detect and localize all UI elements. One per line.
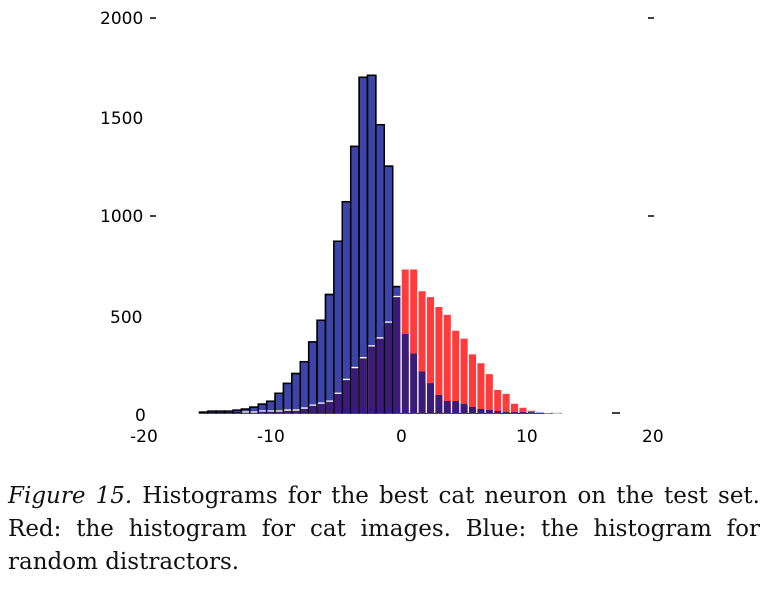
red-bar (501, 393, 511, 413)
red-bar (493, 389, 502, 412)
red-bar (443, 314, 452, 402)
red-bar (527, 410, 536, 413)
overlap-bar (266, 411, 276, 413)
red-bar (451, 330, 460, 402)
overlap-bar (434, 395, 444, 413)
y-tick-500: 500 (110, 308, 142, 328)
overlap-bar (325, 401, 334, 413)
overlap-bar (283, 410, 292, 413)
blue-bar (207, 410, 217, 414)
blue-bar (282, 382, 293, 414)
overlap-bar (317, 403, 326, 413)
overlap-bar (468, 407, 477, 413)
blue-bar (307, 341, 318, 414)
overlap-bar (275, 411, 284, 413)
blue-bar (223, 410, 234, 414)
x-tick-10: 10 (516, 427, 538, 447)
x-tick-0: 0 (396, 427, 407, 447)
overlap-bar (291, 410, 301, 413)
overlap-bar (409, 353, 418, 413)
overlap-bar (392, 296, 402, 413)
red-bar (409, 268, 418, 354)
y-tick-1500: 1500 (100, 109, 143, 129)
overlap-bar (443, 401, 452, 413)
x-tick-neg20: -20 (130, 427, 158, 447)
blue-bar (198, 411, 209, 414)
axes: 2000 1500 1000 500 0 -20 -10 0 10 20 (100, 9, 664, 447)
overlap-bar (417, 371, 427, 413)
x-tick-neg10: -10 (257, 427, 285, 447)
overlap-bar (476, 409, 486, 413)
overlap-bar (342, 379, 351, 413)
overlap-bar (459, 404, 469, 413)
y-tick-1000: 1000 (100, 207, 143, 227)
red-bar (417, 290, 427, 372)
overlap-bar (510, 412, 519, 413)
figure-caption: Figure 15. Histograms for the best cat n… (8, 480, 760, 579)
blue-bar (299, 360, 310, 414)
overlap-bar (501, 412, 511, 413)
blue-bar (333, 240, 343, 414)
histogram-chart: 2000 1500 1000 500 0 -20 -10 0 10 20 (100, 9, 664, 447)
overlap-bar (384, 322, 393, 413)
figure-label: Figure 15. (8, 483, 133, 509)
overlap-bar (518, 412, 528, 413)
red-bar (510, 403, 519, 413)
blue-bar (324, 293, 335, 414)
overlap-bar (485, 410, 494, 413)
blue-bar (274, 392, 285, 414)
overlap-bar (426, 383, 435, 413)
overlap-bar (300, 408, 309, 413)
overlap-bar (308, 405, 318, 413)
red-bar (476, 362, 486, 410)
overlap-bar (451, 401, 460, 413)
overlap-bar (493, 411, 502, 413)
red-bar (434, 306, 444, 396)
y-tick-2000: 2000 (100, 9, 143, 29)
overlap-bar (333, 393, 343, 413)
caption-text: Histograms for the best cat neuron on th… (8, 483, 760, 575)
y-tick-0: 0 (135, 406, 146, 426)
red-bar (426, 296, 435, 384)
histogram-bars (198, 74, 562, 414)
overlap-bar (350, 367, 360, 413)
overlap-bar (527, 412, 536, 413)
red-bar (459, 337, 469, 405)
red-bar (518, 407, 528, 413)
red-bar (485, 373, 494, 411)
overlap-bar (375, 337, 385, 413)
red-bar (468, 353, 477, 408)
overlap-bar (367, 345, 376, 413)
red-bar (401, 268, 410, 334)
overlap-bar (401, 334, 410, 413)
blue-bar (232, 409, 243, 414)
blue-bar (215, 410, 226, 414)
x-tick-20: 20 (642, 427, 664, 447)
blue-bar (316, 319, 327, 414)
blue-bar (291, 372, 301, 414)
overlap-bar (258, 411, 267, 413)
overlap-bar (359, 357, 368, 413)
